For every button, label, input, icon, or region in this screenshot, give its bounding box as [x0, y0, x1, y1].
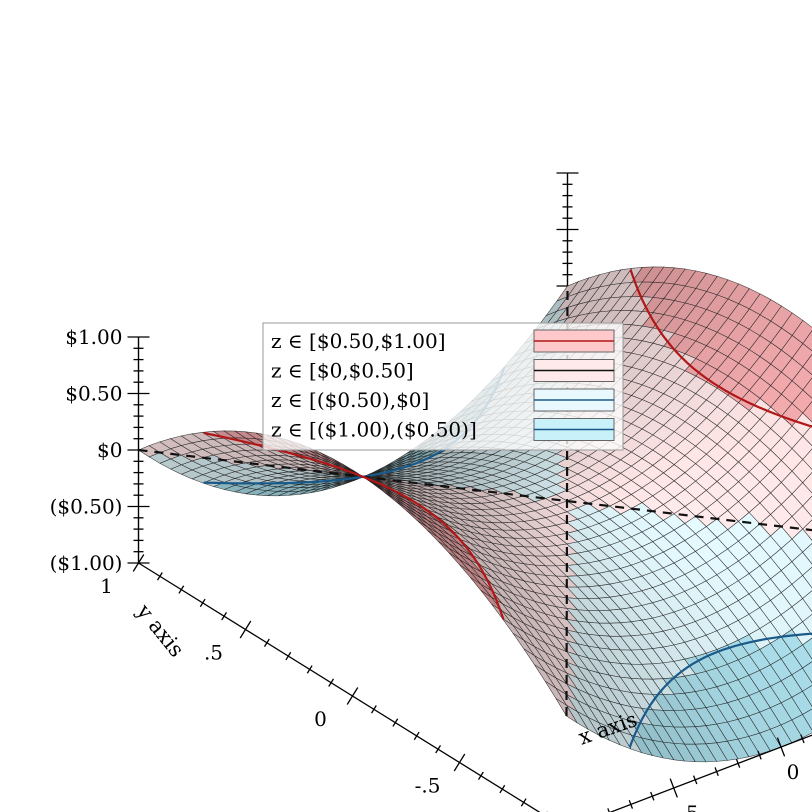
- x-tick-label: -.5: [673, 801, 699, 812]
- legend-label: z ∈ [($0.50),$0]: [271, 388, 429, 412]
- contour-line: [203, 431, 505, 620]
- y-axis-tick: [392, 718, 399, 727]
- legend-label: z ∈ [($1.00),($0.50)]: [271, 418, 477, 442]
- y-tick-label: 0: [314, 707, 327, 731]
- y-tick-label: -.5: [415, 774, 441, 798]
- x-axis-tick: [776, 737, 786, 757]
- y-axis-tick: [370, 705, 377, 714]
- y-axis-tick: [306, 665, 313, 674]
- y-axis-tick: [346, 687, 359, 705]
- x-axis-tick: [735, 758, 741, 768]
- y-axis-tick: [435, 745, 442, 754]
- y-axis-tick: [285, 651, 292, 661]
- x-axis-tick: [714, 767, 719, 777]
- x-axis-tick: [800, 734, 805, 744]
- legend-label: z ∈ [$0,$0.50]: [271, 359, 414, 383]
- y-axis-tick: [156, 572, 163, 581]
- legend: z ∈ [$0.50,$1.00] z ∈ [$0,$0.50] z ∈ [($0.…: [262, 322, 624, 451]
- y-axis-tick: [413, 731, 420, 741]
- y-axis-tick: [199, 598, 206, 608]
- x-axis-tick: [669, 778, 678, 798]
- x-axis-tick: [757, 750, 762, 760]
- axes-front: [132, 554, 812, 812]
- z-tick-label: $0: [97, 438, 122, 462]
- z-tick-label: ($0.50): [50, 495, 123, 519]
- y-axis-tick: [221, 612, 228, 621]
- tick-labels: -1-.50.511.50-.5-1$1.00$0.50$0($0.50)($1…: [50, 325, 800, 812]
- y-axis-tick: [520, 798, 527, 807]
- y-axis-tick: [328, 678, 335, 687]
- contour-line: [628, 632, 812, 748]
- x-tick-label: 0: [787, 760, 800, 784]
- z-tick-label: $0.50: [65, 382, 122, 406]
- y-tick-label: 1: [100, 574, 113, 598]
- y-axis-tick: [263, 638, 270, 647]
- y-axis-tick: [453, 753, 466, 772]
- x-axis-tick: [607, 808, 610, 812]
- z-tick-label: $1.00: [65, 325, 122, 349]
- y-axis-tick: [499, 784, 506, 794]
- legend-label: z ∈ [$0.50,$1.00]: [271, 329, 446, 353]
- x-axis-tick: [628, 799, 634, 809]
- y-axis-tick: [239, 620, 252, 639]
- y-axis-tick: [477, 771, 484, 780]
- z-tick-label: ($1.00): [50, 551, 123, 575]
- y-axis-tick: [178, 585, 185, 594]
- y-axis-label: y axis: [131, 599, 188, 662]
- y-tick-label: .5: [204, 641, 223, 665]
- contour-lines: [138, 269, 812, 748]
- x-axis-tick: [650, 791, 655, 801]
- contour-line: [629, 269, 812, 428]
- x-axis-tick: [692, 775, 698, 785]
- y-axis-tick: [132, 554, 145, 572]
